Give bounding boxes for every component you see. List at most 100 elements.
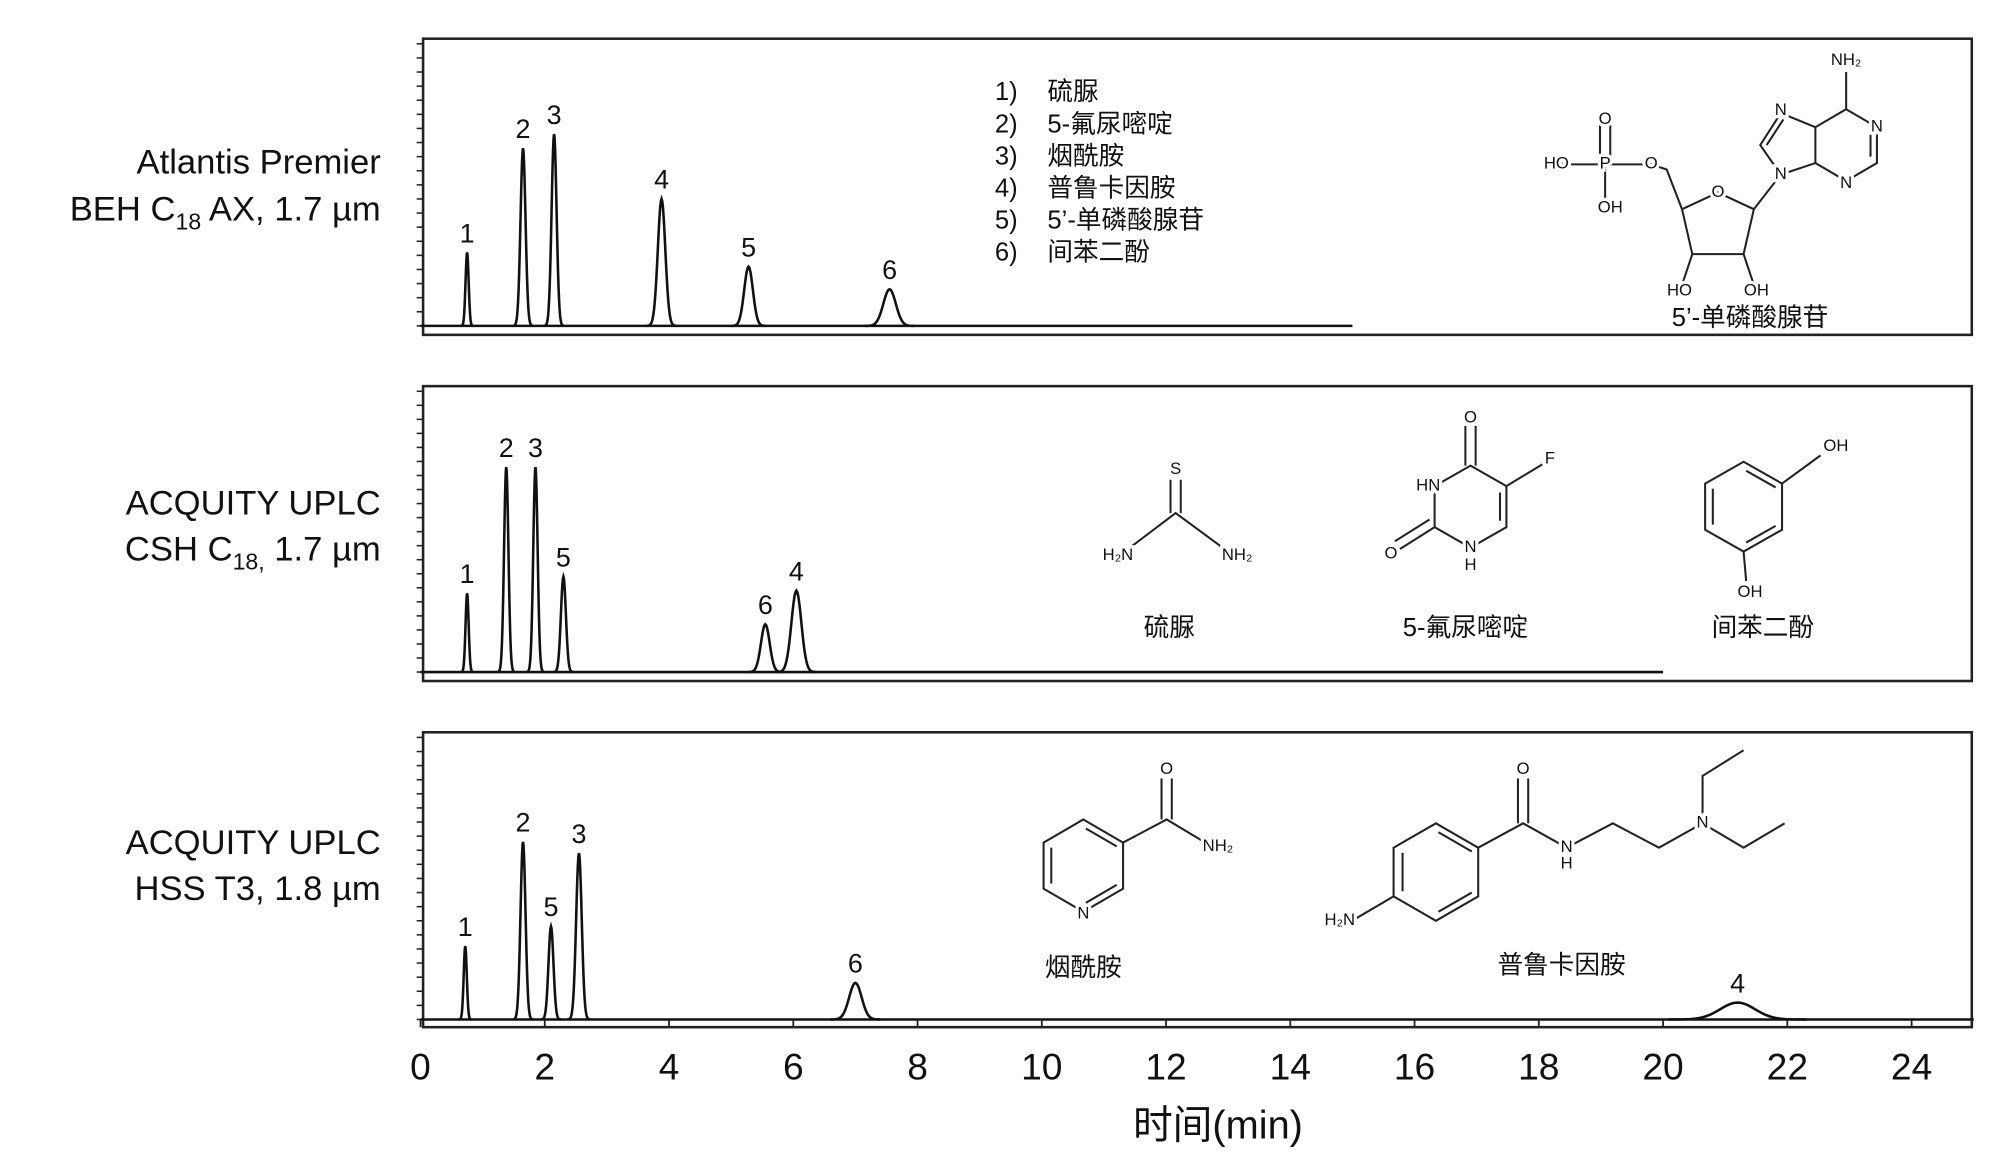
peak (460, 593, 474, 674)
atom: OH (1598, 197, 1623, 216)
x-tick-label: 22 (1767, 1046, 1808, 1088)
atom: O (1645, 154, 1658, 173)
atom: O (1385, 543, 1398, 562)
legend-number: 4) (995, 174, 1018, 202)
legend-number: 3) (995, 142, 1018, 170)
peak (1668, 1001, 1808, 1021)
structure-amp: NH₂ N N N N HO P O OH O O HO OH 5’-单磷酸腺苷 (1541, 47, 1886, 332)
atom: HO (1667, 281, 1692, 300)
legend-label: 5-氟尿嘧啶 (1047, 109, 1172, 138)
atom: NH₂ (1222, 545, 1253, 564)
peak-label: 2 (499, 433, 514, 463)
atom: N (1697, 813, 1709, 832)
x-tick-label: 16 (1394, 1046, 1435, 1088)
peak-label: 2 (516, 114, 531, 144)
peak-label: 1 (460, 218, 475, 248)
peak-label: 6 (848, 949, 863, 979)
atom: H₂N (1103, 545, 1134, 564)
structure-name: 普鲁卡因胺 (1497, 950, 1625, 979)
atom: H (1561, 854, 1573, 873)
atom: OH (1744, 281, 1769, 300)
column-label-part: AX, 1.7 µm (201, 191, 381, 229)
x-tick-label: 12 (1145, 1046, 1186, 1088)
structure-name: 烟酰胺 (1045, 953, 1122, 982)
atom: P (1600, 154, 1611, 173)
x-tick-label: 20 (1642, 1046, 1683, 1088)
peak (526, 466, 545, 674)
peak-label: 3 (547, 100, 562, 130)
structure-resorcinol: OH OH 间苯二酚 (1704, 433, 1852, 642)
atom: S (1170, 459, 1181, 478)
peak-label: 5 (556, 542, 571, 572)
x-tick-label: 14 (1270, 1046, 1311, 1088)
atom: O (1599, 109, 1612, 128)
peak-label: 6 (882, 255, 897, 285)
peak (512, 841, 534, 1021)
peak-label: 4 (789, 556, 804, 586)
column-label-part: HSS T3, 1.8 µm (134, 870, 380, 908)
column-label-part: 1.7 µm (265, 530, 381, 568)
atom: HO (1544, 154, 1569, 173)
peak-label: 5 (543, 892, 558, 922)
peak-label: 4 (654, 165, 669, 195)
structure-thiourea: S H₂N NH₂ 硫脲 (1099, 456, 1255, 642)
atom: O (1464, 408, 1477, 427)
structure-nicotinamide: O NH₂ N 烟酰胺 (1042, 756, 1236, 982)
structure-name: 5-氟尿嘧啶 (1403, 613, 1528, 642)
plot-frame (421, 731, 1974, 1029)
peak-label: 4 (1730, 968, 1745, 998)
column-label-part: BEH C (70, 191, 176, 229)
peak (567, 852, 591, 1021)
peak (458, 945, 472, 1021)
x-tick-label: 0 (410, 1046, 431, 1088)
atom: N (1561, 837, 1573, 856)
x-tick-label: 2 (534, 1046, 555, 1088)
column-label: CSH C18, 1.7 µm (125, 530, 381, 574)
atom: N (1840, 173, 1852, 192)
plot-frame (421, 37, 1974, 337)
column-label-subscript: 18, (233, 548, 265, 574)
legend-number: 1) (995, 78, 1018, 106)
legend-number: 5) (995, 206, 1018, 234)
column-label: Atlantis Premier (137, 143, 381, 181)
atom: N (1077, 904, 1089, 923)
peak (864, 287, 915, 328)
peak-label: 3 (571, 819, 586, 849)
column-label: ACQUITY UPLC (126, 824, 381, 862)
peak (646, 194, 677, 328)
column-label: HSS T3, 1.8 µm (134, 870, 380, 908)
atom: N (1871, 117, 1883, 136)
legend-label: 普鲁卡因胺 (1047, 173, 1175, 202)
peak (543, 133, 565, 328)
legend-label: 间苯二酚 (1047, 238, 1150, 267)
peak-label: 6 (758, 590, 773, 620)
column-label: BEH C18 AX, 1.7 µm (70, 191, 381, 235)
peak (540, 921, 562, 1021)
x-tick-label: 24 (1891, 1046, 1932, 1088)
peak (731, 264, 766, 328)
plot-frame (421, 384, 1974, 683)
x-tick-label: 4 (659, 1046, 680, 1088)
peak (830, 981, 881, 1021)
atom: OH (1823, 436, 1848, 455)
legend-number: 6) (995, 239, 1018, 267)
peak (776, 588, 817, 674)
x-tick-label: 8 (907, 1046, 928, 1088)
x-tick-label: 18 (1518, 1046, 1559, 1088)
peak-label: 1 (460, 559, 475, 589)
atom: F (1545, 449, 1555, 468)
legend-label: 5’-单磷酸腺苷 (1047, 205, 1204, 234)
peak-label: 5 (741, 232, 756, 262)
atom: N (1464, 537, 1476, 556)
legend-label: 烟酰胺 (1047, 141, 1124, 170)
structure-fluorouracil: O F HN O N H 5-氟尿嘧啶 (1381, 404, 1558, 642)
peak-label: 3 (528, 433, 543, 463)
peak (512, 148, 534, 328)
peak (747, 622, 783, 674)
structure-name: 硫脲 (1144, 613, 1195, 642)
x-tick-label: 10 (1021, 1046, 1062, 1088)
atom: H (1464, 555, 1476, 574)
structure-name: 间苯二酚 (1712, 613, 1815, 642)
